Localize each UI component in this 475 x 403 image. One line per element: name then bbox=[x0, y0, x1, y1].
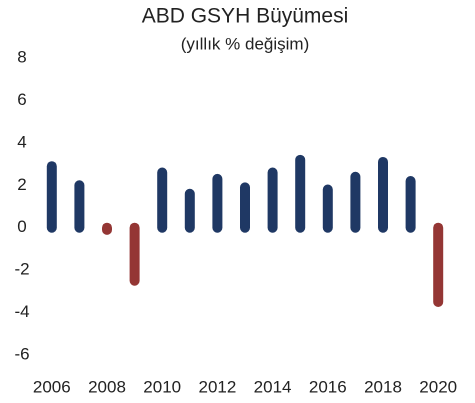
x-tick-label: 2014 bbox=[254, 377, 292, 396]
y-tick-label: -6 bbox=[14, 344, 29, 363]
bar bbox=[240, 182, 250, 233]
y-tick-label: 6 bbox=[17, 90, 26, 109]
bar bbox=[212, 173, 223, 233]
x-tick-label: 2018 bbox=[364, 377, 402, 396]
chart-title: ABD GSYH Büyümesi bbox=[142, 5, 349, 28]
x-tick-label: 2010 bbox=[143, 377, 181, 396]
bar bbox=[295, 154, 306, 233]
bar bbox=[267, 167, 278, 233]
bar bbox=[184, 188, 195, 233]
bar bbox=[378, 156, 388, 233]
bar bbox=[433, 222, 444, 307]
bar bbox=[322, 184, 333, 233]
y-tick-label: 8 bbox=[17, 47, 26, 66]
bar bbox=[102, 222, 112, 235]
x-tick-label: 2008 bbox=[88, 377, 126, 396]
bar bbox=[405, 176, 416, 233]
y-tick-label: -4 bbox=[14, 302, 29, 321]
y-tick-label: 0 bbox=[17, 217, 26, 236]
bar bbox=[350, 171, 361, 233]
bar bbox=[129, 222, 140, 286]
x-tick-label: 2016 bbox=[309, 377, 347, 396]
bar bbox=[157, 167, 168, 233]
x-tick-label: 2006 bbox=[33, 377, 71, 396]
x-tick-label: 2020 bbox=[419, 377, 457, 396]
bar bbox=[46, 161, 57, 233]
y-tick-label: 4 bbox=[17, 132, 26, 151]
y-tick-label: 2 bbox=[17, 175, 26, 194]
chart-subtitle: (yıllık % değişim) bbox=[181, 34, 309, 53]
x-tick-label: 2012 bbox=[198, 377, 236, 396]
bar bbox=[74, 180, 85, 233]
y-tick-label: -2 bbox=[14, 260, 29, 279]
